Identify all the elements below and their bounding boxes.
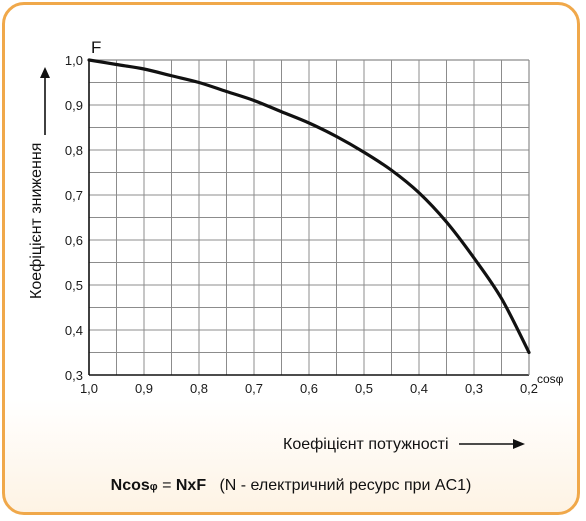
y-tick-label: 0,3 xyxy=(65,368,83,383)
y-tick-label: 0,6 xyxy=(65,233,83,248)
formula-note: (N - електричний ресурс при AC1) xyxy=(219,477,472,494)
series-line xyxy=(87,58,531,355)
grid xyxy=(88,59,530,376)
x-tick-label: 0,3 xyxy=(465,381,483,396)
x-axis-symbol: cosφ xyxy=(537,372,564,386)
derating-chart: 1,0 0,9 0,8 0,7 0,6 0,5 0,4 0,3 0,2 0,3 0,4 0,5 0,6 0… xyxy=(28,38,564,453)
x-tick-label: 0,8 xyxy=(190,381,208,396)
y-axis-arrow-head xyxy=(40,67,50,78)
y-axis-title-group: Коефіцієнт зниження xyxy=(28,67,50,299)
chart-frame: 1,0 0,9 0,8 0,7 0,6 0,5 0,4 0,3 0,2 0,3 0,4 0,5 0,6 0… xyxy=(2,2,580,515)
x-axis-title-group: Коефіцієнт потужності xyxy=(283,436,525,453)
y-tick-label: 0,9 xyxy=(65,98,83,113)
x-axis-title: Коефіцієнт потужності xyxy=(283,436,449,453)
formula-lhs: Ncos xyxy=(110,477,150,494)
x-tick-label: 0,9 xyxy=(135,381,153,396)
x-axis-arrow-head xyxy=(513,439,525,449)
y-tick-label: 0,8 xyxy=(65,143,83,158)
y-axis-symbol: F xyxy=(91,38,101,57)
x-tick-label: 1,0 xyxy=(80,381,98,396)
axes xyxy=(88,59,530,376)
x-tick-label: 0,2 xyxy=(520,381,538,396)
x-tick-label: 0,4 xyxy=(410,381,428,396)
y-tick-label: 1,0 xyxy=(65,53,83,68)
formula-eq: = xyxy=(157,477,176,494)
y-axis-title: Коефіцієнт зниження xyxy=(28,143,45,299)
y-tick-label: 0,5 xyxy=(65,278,83,293)
formula: Ncosφ = NxF (N - електричний ресурс при … xyxy=(5,477,577,495)
y-tick-label: 0,4 xyxy=(65,323,83,338)
x-tick-label: 0,5 xyxy=(355,381,373,396)
formula-lhs-sub: φ xyxy=(149,481,158,493)
x-tick-label: 0,7 xyxy=(245,381,263,396)
formula-rhs: NxF xyxy=(175,477,207,494)
tick-labels: 1,0 0,9 0,8 0,7 0,6 0,5 0,4 0,3 0,2 0,3 0,4 0,5 0,6 0… xyxy=(65,53,538,396)
x-tick-label: 0,6 xyxy=(300,381,318,396)
y-tick-label: 0,7 xyxy=(65,188,83,203)
